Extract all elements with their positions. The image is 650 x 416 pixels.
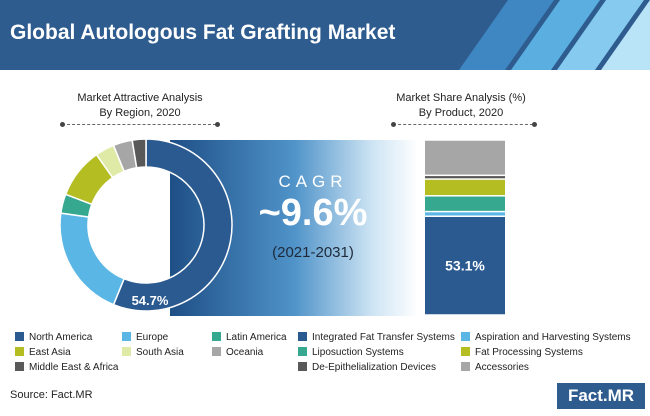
legend-label: Integrated Fat Transfer Systems [312, 332, 455, 343]
region-donut-chart: 54.7% [59, 138, 233, 312]
donut-slice [131, 138, 147, 169]
source-note: Source: Fact.MR [10, 389, 93, 401]
legend-item: Integrated Fat Transfer Systems [298, 332, 455, 344]
legend-item: Accessories [461, 362, 529, 374]
legend-swatch [122, 332, 131, 341]
divider-dot [391, 122, 396, 127]
legend-label: Oceania [226, 347, 264, 358]
legend-item: East Asia [15, 347, 71, 359]
divider-dot [60, 122, 65, 127]
legend-label: Fat Processing Systems [475, 347, 583, 358]
legend-item: Latin America [212, 332, 287, 344]
legend-swatch [461, 347, 470, 356]
region-title-line2: By Region, 2020 [99, 107, 181, 119]
header-banner: Global Autologous Fat Grafting Market [0, 0, 650, 70]
divider-dot [532, 122, 537, 127]
product-title-line2: By Product, 2020 [418, 107, 504, 119]
legend-item: Fat Processing Systems [461, 347, 583, 359]
legend-item: North America [15, 332, 92, 344]
donut-slice [112, 138, 233, 312]
stacked-bar-segment [425, 212, 505, 216]
legend-item: Middle East & Africa [15, 362, 118, 374]
legend-label: South Asia [136, 347, 184, 358]
legend-label: De-Epithelialization Devices [312, 362, 436, 373]
stacked-bar-segment [425, 179, 505, 196]
legend-swatch [212, 332, 221, 341]
legend-label: Europe [136, 332, 169, 343]
factmr-logo: Fact.MR [557, 383, 645, 409]
cagr-label: CAGR [278, 172, 348, 191]
divider-dot [215, 122, 220, 127]
legend-swatch [298, 347, 307, 356]
donut-slice [59, 212, 126, 306]
stacked-bar-segment [425, 176, 505, 179]
cagr-period: (2021-2031) [272, 244, 354, 261]
legend-swatch [15, 362, 24, 371]
legend-label: East Asia [29, 347, 71, 358]
legend-item: Aspiration and Harvesting Systems [461, 332, 631, 344]
page-title: Global Autologous Fat Grafting Market [10, 21, 396, 44]
legend-item: Liposuction Systems [298, 347, 404, 359]
legend-item: Europe [122, 332, 168, 344]
stacked-bar-segment [425, 140, 505, 175]
legend-label: Accessories [475, 362, 529, 373]
region-panel-title: Market Attractive Analysis By Region, 20… [40, 91, 240, 121]
legend-label: Middle East & Africa [29, 362, 119, 373]
legend-label: Aspiration and Harvesting Systems [475, 332, 631, 343]
product-title-divider [393, 124, 533, 125]
legend-swatch [298, 362, 307, 371]
legend-swatch [15, 332, 24, 341]
legend-swatch [15, 347, 24, 356]
stacked-bar-segment [425, 196, 505, 211]
region-title-line1: Market Attractive Analysis [77, 92, 203, 104]
legend-swatch [212, 347, 221, 356]
legend-label: North America [29, 332, 93, 343]
legend-item: Oceania [212, 347, 263, 359]
legend-label: Liposuction Systems [312, 347, 404, 358]
legend-swatch [298, 332, 307, 341]
legend-swatch [461, 332, 470, 341]
stacked-bar-segment [425, 216, 505, 315]
legend-swatch [122, 347, 131, 356]
legend-swatch [461, 362, 470, 371]
legend-item: De-Epithelialization Devices [298, 362, 436, 374]
cagr-value: ~9.6% [258, 192, 368, 234]
legend-label: Latin America [226, 332, 287, 343]
bar-data-label: 53.1% [445, 258, 485, 274]
product-title-line1: Market Share Analysis (%) [396, 92, 526, 104]
legend-item: South Asia [122, 347, 184, 359]
donut-data-label: 54.7% [132, 293, 169, 308]
product-panel-title: Market Share Analysis (%) By Product, 20… [376, 91, 546, 121]
region-title-divider [62, 124, 216, 125]
product-stacked-bar: 53.1% [425, 140, 505, 315]
